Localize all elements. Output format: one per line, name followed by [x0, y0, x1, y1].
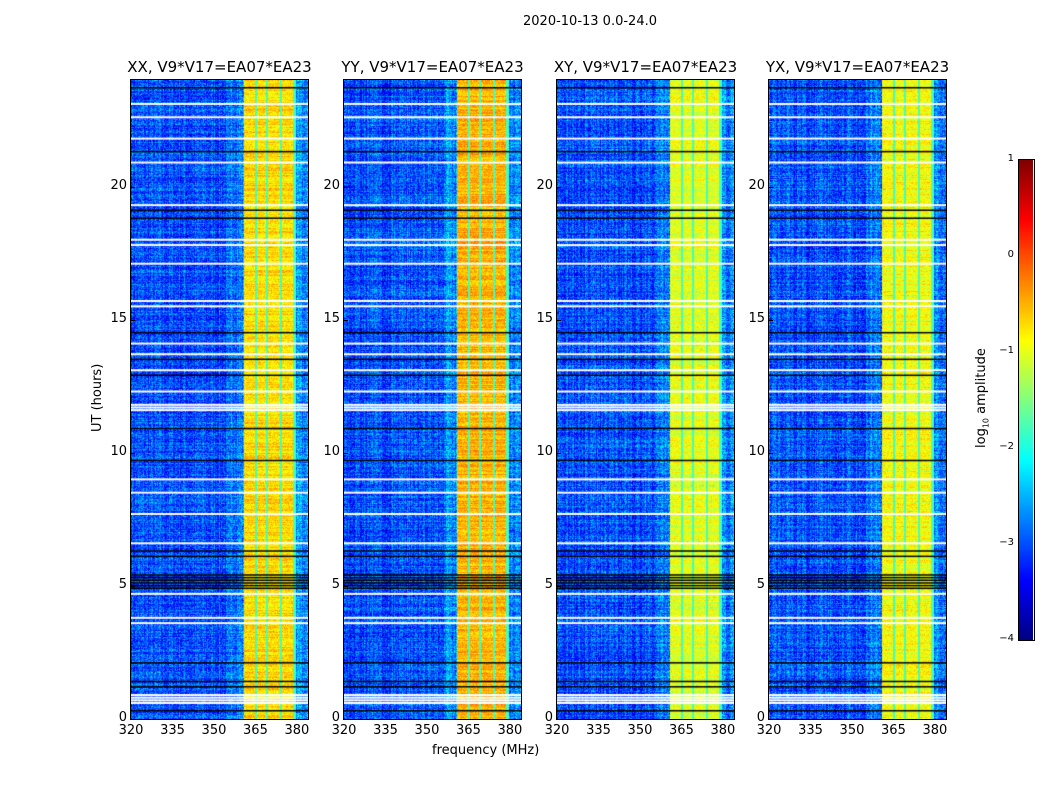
y-tick-label: 0 — [118, 710, 127, 725]
x-tick-label: 320 — [756, 723, 782, 738]
y-tick-label: 10 — [748, 443, 765, 459]
x-tick-label: 380 — [922, 723, 948, 738]
y-tick-label: 15 — [110, 310, 127, 326]
spectrogram-panel-3 — [557, 80, 734, 719]
y-axis-label: UT (hours) — [90, 363, 105, 432]
x-tick-label: 335 — [373, 723, 398, 738]
x-tick-label: 350 — [627, 723, 653, 738]
y-tick-label: 20 — [110, 177, 127, 193]
spectrogram-panel-1 — [131, 80, 308, 719]
y-tick-mark — [131, 319, 135, 321]
y-tick-label: 15 — [323, 310, 340, 326]
x-tick-label: 350 — [839, 723, 865, 738]
x-tick-label: 350 — [414, 723, 440, 738]
panel-title: XY, V9*V17=EA07*EA23 — [553, 58, 738, 76]
y-tick-mark — [557, 452, 561, 454]
y-tick-mark — [344, 719, 348, 720]
y-tick-label: 20 — [536, 177, 553, 193]
y-tick-label: 15 — [748, 310, 765, 326]
y-tick-label: 5 — [756, 576, 765, 592]
colorbar-tick-label: −1 — [999, 345, 1014, 356]
x-tick-label: 335 — [160, 723, 185, 738]
colorbar-tick-label: −2 — [999, 441, 1014, 452]
colorbar-tick-label: 0 — [1007, 249, 1014, 260]
colorbar-tick-label: −4 — [999, 633, 1014, 644]
panel-frame — [768, 79, 947, 720]
colorbar — [1019, 160, 1033, 640]
spectrogram-panel-4 — [769, 80, 946, 719]
panel-title: YY, V9*V17=EA07*EA23 — [341, 58, 524, 76]
y-tick-mark — [344, 319, 348, 321]
y-tick-mark — [131, 452, 135, 454]
colorbar-frame — [1018, 159, 1035, 641]
x-tick-label: 365 — [456, 723, 481, 738]
y-tick-mark — [769, 186, 773, 188]
y-tick-label: 0 — [331, 710, 340, 725]
x-tick-label: 320 — [331, 723, 357, 738]
y-tick-mark — [769, 452, 773, 454]
y-tick-mark — [769, 585, 773, 587]
panel-title: YX, V9*V17=EA07*EA23 — [765, 58, 950, 76]
y-tick-mark — [344, 186, 348, 188]
y-tick-mark — [557, 319, 561, 321]
y-tick-mark — [344, 585, 348, 587]
y-tick-mark — [557, 186, 561, 188]
panel-frame — [556, 79, 735, 720]
x-tick-label: 380 — [710, 723, 736, 738]
y-tick-mark — [131, 585, 135, 587]
y-tick-label: 5 — [331, 576, 340, 592]
spectrogram-panel-2 — [344, 80, 521, 719]
x-tick-label: 335 — [798, 723, 823, 738]
y-tick-mark — [131, 719, 135, 720]
x-tick-label: 380 — [497, 723, 523, 738]
y-tick-label: 10 — [323, 443, 340, 459]
x-tick-label: 320 — [544, 723, 570, 738]
y-tick-mark — [557, 719, 561, 720]
y-tick-label: 0 — [544, 710, 553, 725]
y-tick-mark — [131, 186, 135, 188]
colorbar-tick-label: −3 — [999, 537, 1014, 548]
panel-frame — [130, 79, 309, 720]
panel-frame — [343, 79, 522, 720]
x-axis-label: frequency (MHz) — [432, 743, 540, 758]
y-tick-label: 10 — [110, 443, 127, 459]
x-tick-label: 335 — [586, 723, 611, 738]
y-tick-mark — [344, 452, 348, 454]
x-tick-label: 320 — [118, 723, 144, 738]
colorbar-label: log10 amplitude — [974, 348, 991, 448]
y-tick-label: 0 — [756, 710, 765, 725]
y-tick-label: 20 — [323, 177, 340, 193]
y-tick-label: 5 — [544, 576, 553, 592]
figure-title: 2020-10-13 0.0-24.0 — [523, 14, 657, 29]
x-tick-label: 365 — [243, 723, 268, 738]
x-tick-label: 350 — [201, 723, 227, 738]
y-tick-label: 20 — [748, 177, 765, 193]
y-tick-mark — [769, 719, 773, 720]
x-tick-label: 365 — [881, 723, 906, 738]
y-tick-mark — [769, 319, 773, 321]
y-tick-label: 15 — [536, 310, 553, 326]
y-tick-mark — [557, 585, 561, 587]
panel-title: XX, V9*V17=EA07*EA23 — [127, 58, 312, 76]
x-tick-label: 365 — [669, 723, 694, 738]
x-tick-label: 380 — [284, 723, 310, 738]
y-tick-label: 10 — [536, 443, 553, 459]
y-tick-label: 5 — [118, 576, 127, 592]
colorbar-tick-label: 1 — [1007, 153, 1014, 164]
